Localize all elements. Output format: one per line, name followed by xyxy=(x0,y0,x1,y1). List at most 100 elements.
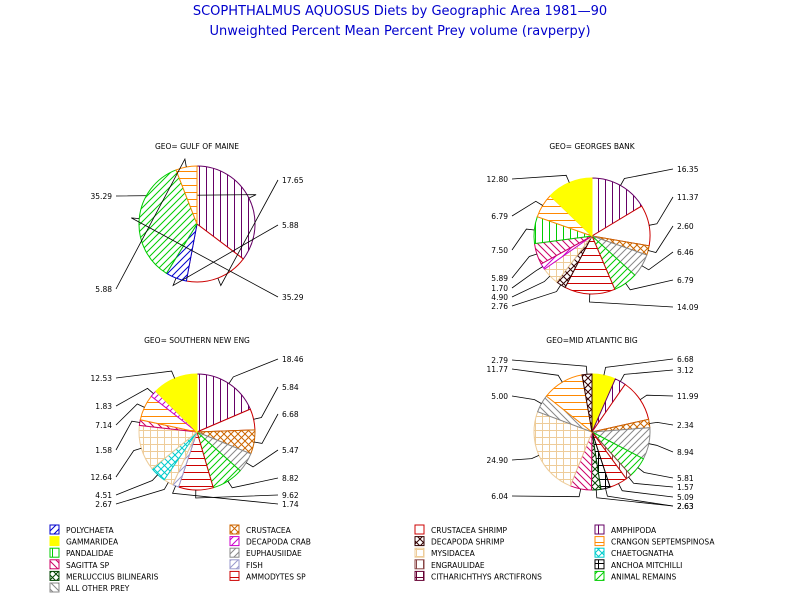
pie-slice xyxy=(196,165,256,260)
slice-value-label: 12.53 xyxy=(91,374,113,383)
leader-line xyxy=(605,488,674,507)
leader-line xyxy=(254,413,279,444)
pie-title: GEO=MID ATLANTIC BIG xyxy=(546,336,638,345)
leader-line xyxy=(131,217,279,298)
slice-value-label: 12.64 xyxy=(91,473,113,482)
pie-title: GEO= GULF OF MAINE xyxy=(155,142,239,151)
legend-item: CRUSTACEA xyxy=(229,524,292,535)
legend-item: FISH xyxy=(229,559,263,570)
pie-slice xyxy=(533,411,593,487)
legend-label: MYSIDACEA xyxy=(431,549,476,558)
legend-label: SAGITTA SP xyxy=(66,561,110,570)
leader-line xyxy=(195,489,279,499)
leader-line xyxy=(253,386,279,420)
slice-value-label: 2.63 xyxy=(677,502,694,511)
leader-line xyxy=(589,293,674,308)
legend-swatch xyxy=(49,536,60,547)
slice-value-label: 8.82 xyxy=(282,474,299,483)
slice-value-label: 1.70 xyxy=(491,284,508,293)
slice-value-label: 11.37 xyxy=(677,193,699,202)
legend-label: DECAPODA CRAB xyxy=(246,538,311,547)
legend-item: ENGRAULIDAE xyxy=(414,559,485,570)
slice-value-label: 5.81 xyxy=(677,474,694,483)
leader-line xyxy=(620,168,674,186)
leader-line xyxy=(649,421,674,426)
leader-line xyxy=(511,284,562,307)
legend-item: MYSIDACEA xyxy=(414,547,476,558)
legend-item: PANDALIDAE xyxy=(49,547,114,558)
slice-value-label: 3.12 xyxy=(677,366,694,375)
slice-value-label: 18.46 xyxy=(282,355,304,364)
slice-value-label: 2.67 xyxy=(95,500,112,509)
legend-item: EUPHAUSIIDAE xyxy=(229,547,302,558)
slice-value-label: 8.94 xyxy=(677,448,694,457)
slice-value-label: 2.34 xyxy=(677,421,694,430)
leader-line xyxy=(628,476,674,488)
leader-line xyxy=(511,455,540,461)
leader-line xyxy=(648,443,674,453)
slice-value-label: 6.79 xyxy=(491,212,508,221)
legend-item: POLYCHAETA xyxy=(49,524,115,535)
leader-line xyxy=(511,368,563,383)
leader-line xyxy=(511,174,570,183)
pie-chart-4: GEO=MID ATLANTIC BIG 6.68 3.12 11.99 2.34 8.9… xyxy=(487,336,699,511)
leader-line xyxy=(115,387,154,407)
pie-chart-1: GEO= GULF OF MAINE 35.29 17.65 5.88 35.29 5.8… xyxy=(91,142,304,302)
leader-line xyxy=(245,449,279,468)
legend-swatch xyxy=(229,547,240,558)
legend-swatch xyxy=(49,559,60,570)
legend-label: MERLUCCIUS BILINEARIS xyxy=(66,572,159,581)
slice-value-label: 35.29 xyxy=(282,293,304,302)
legend-item: CRANGON SEPTEMSPINOSA xyxy=(594,536,715,547)
slice-value-label: 2.79 xyxy=(491,356,508,365)
legend-item: AMMODYTES SP xyxy=(229,570,306,581)
legend-swatch xyxy=(49,547,60,558)
legend-item: CHAETOGNATHA xyxy=(594,547,674,558)
leader-line xyxy=(172,485,279,505)
legend-swatch xyxy=(594,559,605,570)
leader-line xyxy=(115,370,176,379)
slice-value-label: 1.57 xyxy=(677,483,694,492)
leader-line xyxy=(648,225,674,253)
slice-value-label: 2.76 xyxy=(491,302,508,311)
legend-label: EUPHAUSIIDAE xyxy=(246,549,302,558)
legend-swatch xyxy=(594,536,605,547)
legend-label: FISH xyxy=(246,561,263,570)
leader-line xyxy=(595,489,674,507)
legend-label: GAMMARIDEA xyxy=(66,538,119,547)
legend-item: AMPHIPODA xyxy=(594,524,657,535)
legend-item: GAMMARIDEA xyxy=(49,536,119,547)
pie-slice xyxy=(185,223,244,283)
legend-swatch xyxy=(594,570,605,581)
leader-line xyxy=(115,474,158,496)
slice-value-label: 6.68 xyxy=(677,355,694,364)
pie-title: GEO= SOUTHERN NEW ENG xyxy=(144,336,250,345)
leader-line xyxy=(511,275,551,298)
leader-line xyxy=(625,279,674,291)
slice-value-label: 5.47 xyxy=(282,446,299,455)
slice-value-label: 1.58 xyxy=(95,446,112,455)
legend-swatch xyxy=(414,570,425,581)
legend-item: DECAPODA SHRIMP xyxy=(414,536,505,547)
slice-value-label: 6.68 xyxy=(282,410,299,419)
pie-title: GEO= GEORGES BANK xyxy=(549,142,635,151)
slice-value-label: 6.46 xyxy=(677,248,694,257)
pie-slice xyxy=(196,373,251,433)
legend-swatch xyxy=(49,582,60,593)
pie-chart-2: GEO= GEORGES BANK 16.35 11.37 2.60 6.46 6.79 1… xyxy=(487,142,699,312)
leader-line xyxy=(228,358,279,384)
legend-label: ANIMAL REMAINS xyxy=(611,572,676,581)
legend-swatch xyxy=(229,536,240,547)
legend-swatch xyxy=(594,547,605,558)
slice-value-label: 5.88 xyxy=(282,221,299,230)
leader-line xyxy=(172,224,279,287)
legend-swatch xyxy=(49,524,60,535)
slice-value-label: 7.14 xyxy=(95,421,112,430)
leader-line xyxy=(115,403,145,426)
legend-item: ANCHOA MITCHILLI xyxy=(594,559,682,570)
slice-value-label: 12.80 xyxy=(487,175,509,184)
legend-swatch xyxy=(594,524,605,535)
legend-label: DECAPODA SHRIMP xyxy=(431,538,505,547)
legend-label: AMMODYTES SP xyxy=(246,572,306,581)
leader-line xyxy=(115,157,187,290)
